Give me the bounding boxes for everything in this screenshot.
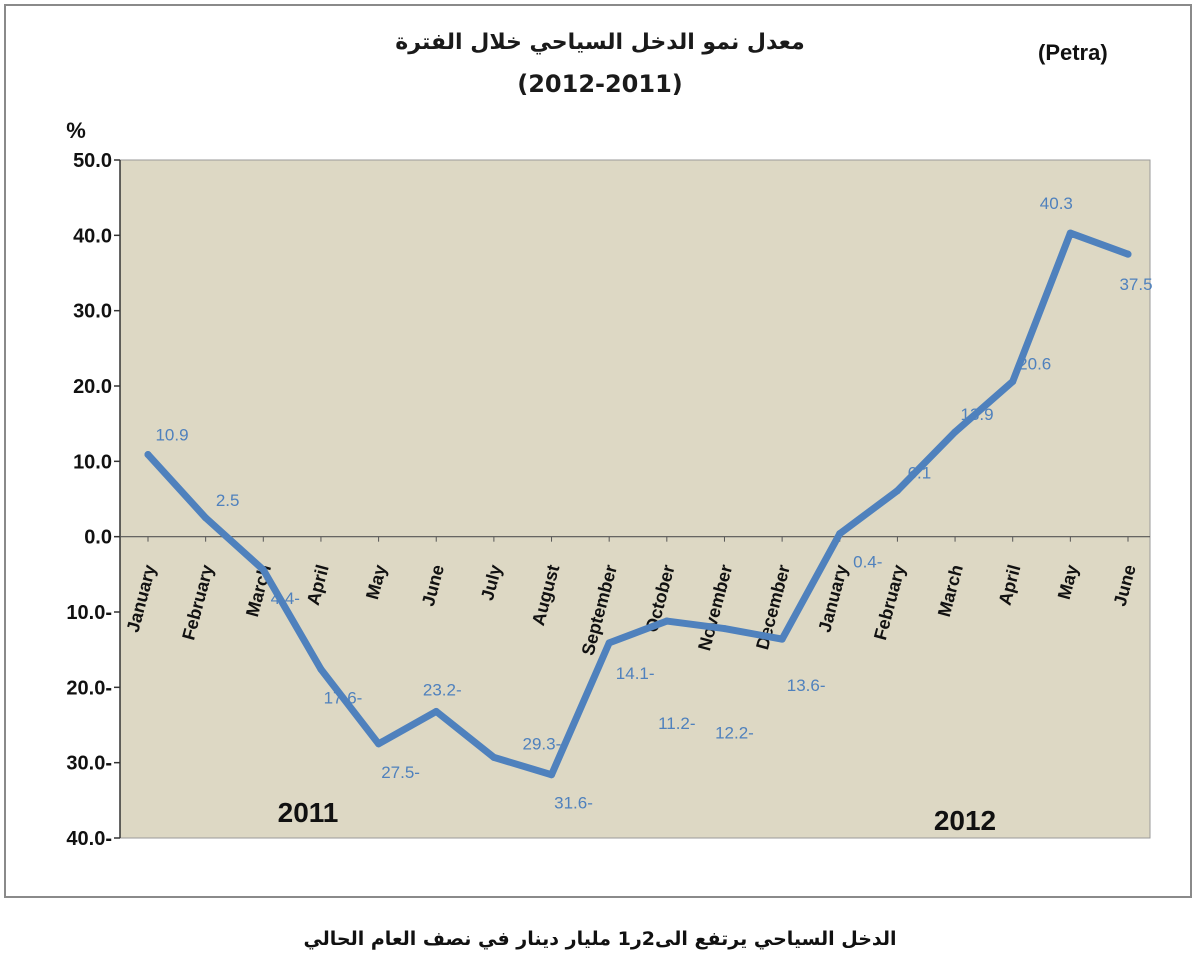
y-tick-label: 20.0- [66,677,112,699]
y-tick-label: 0.0 [84,527,112,549]
line-chart: 50.0 40.0 30.0 20.0 10.0 0.0 10.0- 20.0- 30.0- 40… [66,118,1152,850]
data-point [663,617,671,625]
data-value-label: 4.4- [271,589,300,608]
y-axis-label: % [66,118,86,143]
chart-title: معدل نمو الدخل السياحي خلال الفترة [395,30,805,55]
data-point [1066,229,1074,237]
data-point [490,753,498,761]
data-point [259,566,267,574]
source-label: (Petra) [1038,40,1108,65]
data-value-label: 12.2- [715,724,754,743]
chart-subtitle: (2012-2011) [517,70,683,98]
data-point [836,530,844,538]
data-value-label: 10.9 [155,426,188,445]
data-point [1124,250,1132,258]
data-value-label: 23.2- [423,680,462,699]
y-tick-label: 50.0 [73,150,112,172]
data-point [1009,377,1017,385]
data-value-label: 13.9 [961,405,994,424]
data-value-label: 14.1- [616,664,655,683]
data-value-label: 11.2- [658,714,696,733]
data-point [375,740,383,748]
data-point [605,639,613,647]
data-point [202,514,210,522]
y-tick-label: 40.0 [73,225,112,247]
y-tick-label: 40.0- [66,828,112,850]
year-label-2012: 2012 [934,805,996,836]
plot-area [119,159,1151,839]
image-caption: الدخل السياحي يرتفع الى2ر1 مليار دينار ف… [303,928,897,950]
y-tick-label: 30.0- [66,753,112,775]
year-label-2011: 2011 [278,797,339,828]
data-value-label: 6.1 [908,464,932,483]
y-tick-label: 30.0 [73,301,112,323]
data-value-label: 2.5 [216,491,240,510]
data-point [548,771,556,779]
data-value-label: 29.3- [523,734,562,753]
data-value-label: 31.6- [554,794,593,813]
data-value-label: 0.4- [853,553,882,572]
data-point [951,428,959,436]
data-point [778,635,786,643]
data-value-label: 17.6- [324,688,363,707]
y-tick-label: 20.0 [73,376,112,398]
data-point [317,665,325,673]
data-point [720,625,728,633]
y-tick-label: 10.0- [66,602,112,624]
data-point [144,451,152,459]
data-point [893,487,901,495]
data-value-label: 20.6 [1018,354,1051,373]
data-value-label: 40.3 [1040,194,1073,213]
y-tick-label: 10.0 [73,451,112,473]
data-value-label: 27.5- [381,763,420,782]
data-point [432,707,440,715]
data-value-label: 37.5 [1119,275,1152,294]
data-value-label: 13.6- [787,676,826,695]
series-line [144,229,1132,779]
